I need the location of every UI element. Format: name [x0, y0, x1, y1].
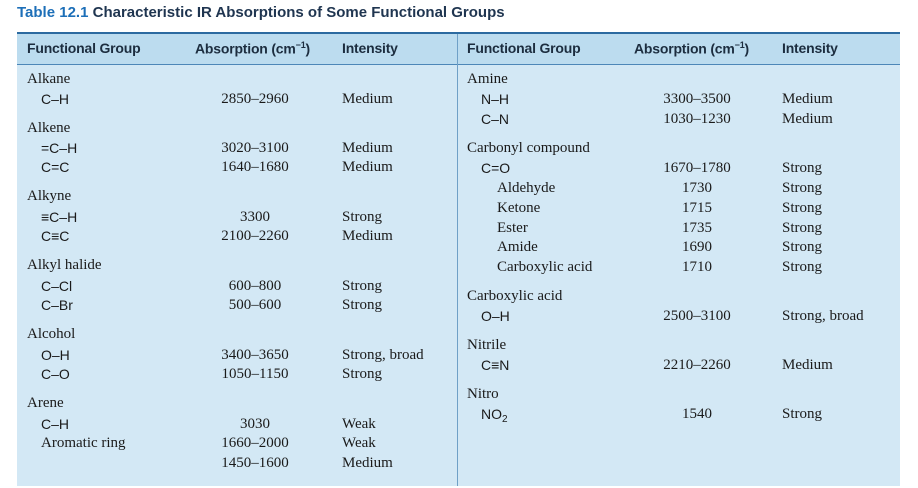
intensity-value: Strong [342, 366, 383, 382]
absorption-value: 3300 [240, 209, 270, 225]
header-absorption-sup: −1 [295, 40, 306, 50]
bond-label: =C–H [41, 140, 78, 156]
absorption-value: 2500–3100 [663, 308, 731, 324]
intensity-value: Strong [342, 209, 383, 225]
intensity-value: Strong [782, 180, 823, 196]
bond-label: C–O [41, 366, 70, 382]
absorption-value: 1715 [682, 200, 712, 216]
header-functional-group-right: Functional Group [467, 40, 581, 56]
absorption-value: 1735 [682, 220, 712, 236]
intensity-value: Medium [782, 91, 833, 107]
bond-label: Carboxylic acid [497, 259, 593, 275]
absorption-value: 2100–2260 [221, 228, 289, 244]
table-header-row [17, 34, 900, 65]
intensity-value: Strong [782, 259, 823, 275]
group-name: Carbonyl compound [467, 140, 590, 156]
bond-label: C≡C [41, 228, 70, 244]
bond-label: Ketone [497, 200, 541, 216]
absorption-value: 1640–1680 [221, 159, 289, 175]
absorption-value: 1690 [682, 239, 712, 255]
intensity-value: Strong, broad [342, 347, 424, 363]
absorption-value: 1050–1150 [221, 366, 289, 382]
group-name: Alkyne [27, 188, 72, 204]
header-absorption-left: Absorption (cm−1) [195, 40, 310, 57]
group-name: Amine [467, 71, 508, 87]
intensity-value: Weak [342, 435, 376, 451]
table-title: Table 12.1 Characteristic IR Absorptions… [17, 4, 505, 21]
group-name: Alkane [27, 71, 71, 87]
intensity-value: Medium [342, 228, 393, 244]
absorption-value: 2210–2260 [663, 357, 731, 373]
ir-absorption-table: Functional Group Absorption (cm−1) Inten… [17, 32, 900, 486]
bond-label: Aromatic ring [41, 435, 126, 451]
absorption-value: 1710 [682, 259, 712, 275]
table-title-text: Characteristic IR Absorptions of Some Fu… [92, 4, 505, 21]
bond-label: C–H [41, 91, 70, 107]
bond-label: Amide [497, 239, 538, 255]
header-functional-group-left: Functional Group [27, 40, 141, 56]
intensity-value: Strong [342, 297, 383, 313]
absorption-value: 600–800 [228, 278, 282, 294]
absorption-value: 1660–2000 [221, 435, 289, 451]
absorption-value: 1730 [682, 180, 712, 196]
group-name: Nitrile [467, 337, 507, 353]
intensity-value: Strong, broad [782, 308, 864, 324]
intensity-value: Medium [342, 91, 393, 107]
group-name: Alkene [27, 120, 71, 136]
group-name: Arene [27, 395, 64, 411]
group-name: Nitro [467, 386, 499, 402]
table-number: Table 12.1 [17, 4, 89, 21]
bond-label-main: NO [481, 406, 502, 422]
bond-label: C=O [481, 160, 511, 176]
absorption-value: 500–600 [228, 297, 282, 313]
absorption-value: 1450–1600 [221, 455, 289, 471]
intensity-value: Strong [782, 239, 823, 255]
absorption-value: 1540 [682, 406, 712, 422]
absorption-value: 3400–3650 [221, 347, 289, 363]
intensity-value: Medium [342, 455, 393, 471]
bond-label-subscript: 2 [502, 414, 508, 425]
intensity-value: Strong [342, 278, 383, 294]
bond-label: C–N [481, 111, 510, 127]
absorption-value: 3020–3100 [221, 140, 289, 156]
header-intensity-left: Intensity [342, 40, 398, 56]
intensity-value: Strong [782, 160, 823, 176]
header-absorption-close: ) [744, 40, 750, 57]
bond-label: Ester [497, 220, 528, 236]
header-absorption-sup: −1 [734, 40, 745, 50]
intensity-value: Medium [782, 111, 833, 127]
absorption-value: 1030–1230 [663, 111, 731, 127]
bond-label: O–H [481, 308, 510, 324]
bond-label: C=C [41, 159, 70, 175]
header-absorption-label: Absorption (cm [195, 40, 296, 57]
group-name: Alkyl halide [27, 257, 102, 273]
bond-label: N–H [481, 91, 510, 107]
header-absorption-right: Absorption (cm−1) [634, 40, 749, 57]
group-name: Carboxylic acid [467, 288, 563, 304]
header-absorption-label: Absorption (cm [634, 40, 735, 57]
bond-label: O–H [41, 347, 70, 363]
intensity-value: Medium [342, 159, 393, 175]
bond-label: C–Br [41, 297, 73, 313]
intensity-value: Strong [782, 220, 823, 236]
column-divider [457, 34, 458, 486]
bond-label: Aldehyde [497, 180, 556, 196]
intensity-value: Strong [782, 406, 823, 422]
intensity-value: Medium [342, 140, 393, 156]
header-intensity-right: Intensity [782, 40, 838, 56]
bond-label: ≡C–H [41, 209, 78, 225]
header-absorption-close: ) [305, 40, 311, 57]
bond-label: C≡N [481, 357, 510, 373]
bond-label: NO2 [481, 405, 508, 429]
intensity-value: Medium [782, 357, 833, 373]
absorption-value: 3300–3500 [663, 91, 731, 107]
intensity-value: Weak [342, 416, 376, 432]
absorption-value: 1670–1780 [663, 160, 731, 176]
group-name: Alcohol [27, 326, 76, 342]
bond-label: C–Cl [41, 278, 73, 294]
bond-label: C–H [41, 416, 70, 432]
intensity-value: Strong [782, 200, 823, 216]
absorption-value: 2850–2960 [221, 91, 289, 107]
absorption-value: 3030 [240, 416, 270, 432]
